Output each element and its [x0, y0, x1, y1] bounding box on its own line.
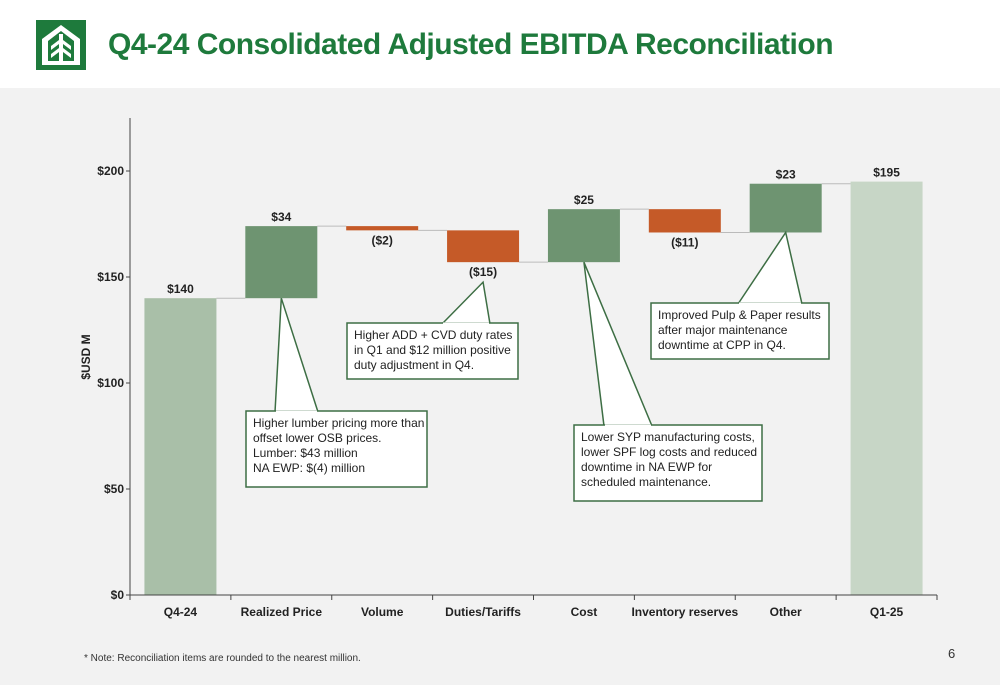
data-label: $23 [776, 168, 796, 182]
data-label: ($2) [372, 233, 393, 247]
x-tick-label: Other [770, 605, 802, 619]
callout-text-line: Lower SYP manufacturing costs, [581, 430, 755, 444]
callout-text-line: downtime at CPP in Q4. [658, 338, 786, 352]
y-tick-label: $150 [97, 270, 124, 284]
bar-1 [245, 226, 318, 299]
page-number: 6 [948, 646, 956, 661]
callout-text-line: after major maintenance [658, 323, 788, 337]
x-tick-label: Inventory reserves [631, 605, 738, 619]
callout-text-line: in Q1 and $12 million positive [354, 343, 511, 357]
chart-axes: $0 $50 $100 $150 $200 Q4-24 Realized Price Volu… [79, 118, 938, 619]
callout-box [346, 322, 519, 380]
callout-text-line: Lumber: $43 million [253, 446, 358, 460]
data-label: $34 [271, 210, 291, 224]
callout-text-line: downtime in NA EWP for [581, 460, 712, 474]
x-tick-label: Volume [361, 605, 404, 619]
x-tick-label: Duties/Tariffs [445, 605, 521, 619]
y-tick-label: $0 [111, 588, 125, 602]
data-labels: $140 $34 ($2) ($15) $25 ($11) $23 $195 [167, 166, 900, 297]
callout-text-line: Higher lumber pricing more than [253, 416, 424, 430]
x-tick-label: Realized Price [241, 605, 323, 619]
bar-3 [447, 230, 520, 263]
bar-0 [144, 298, 217, 595]
y-tick-label: $200 [97, 164, 124, 178]
chart-bars [144, 181, 923, 595]
callout-pointer [583, 261, 654, 427]
y-tick-label: $50 [104, 482, 124, 496]
callout-text-line: offset lower OSB prices. [253, 431, 382, 445]
callout-box [245, 410, 428, 488]
company-logo [36, 20, 86, 70]
x-tick-label: Q1-25 [870, 605, 904, 619]
callout-box [573, 424, 763, 502]
callout-box [650, 302, 830, 360]
footnote: * Note: Reconciliation items are rounded… [84, 653, 361, 664]
bar-6 [749, 183, 822, 233]
y-tick-label: $100 [97, 376, 124, 390]
callout-pointer [440, 280, 491, 325]
callout-text-line: duty adjustment in Q4. [354, 358, 474, 372]
callout-pointer [736, 230, 803, 305]
callout-text-line: Improved Pulp & Paper results [658, 308, 821, 322]
data-label: $140 [167, 282, 194, 296]
x-tick-label: Q4-24 [164, 605, 198, 619]
data-label: $25 [574, 193, 594, 207]
callout-text-line: Higher ADD + CVD duty rates [354, 328, 512, 342]
page-title: Q4-24 Consolidated Adjusted EBITDA Recon… [108, 28, 834, 61]
callout-text-line: scheduled maintenance. [581, 475, 711, 489]
data-label: ($15) [469, 265, 497, 279]
x-tick-label: Cost [571, 605, 598, 619]
callout-text-line: NA EWP: $(4) million [253, 461, 365, 475]
bar-2 [346, 226, 419, 231]
data-label: $195 [873, 166, 900, 180]
callout-text-line: lower SPF log costs and reduced [581, 445, 757, 459]
callout-pointer [274, 297, 320, 413]
connector-lines [216, 183, 851, 299]
data-label: ($11) [671, 235, 698, 249]
bar-4 [547, 209, 620, 263]
bar-7 [850, 181, 923, 595]
y-axis-label: $USD M [79, 334, 93, 379]
bar-5 [648, 209, 721, 233]
